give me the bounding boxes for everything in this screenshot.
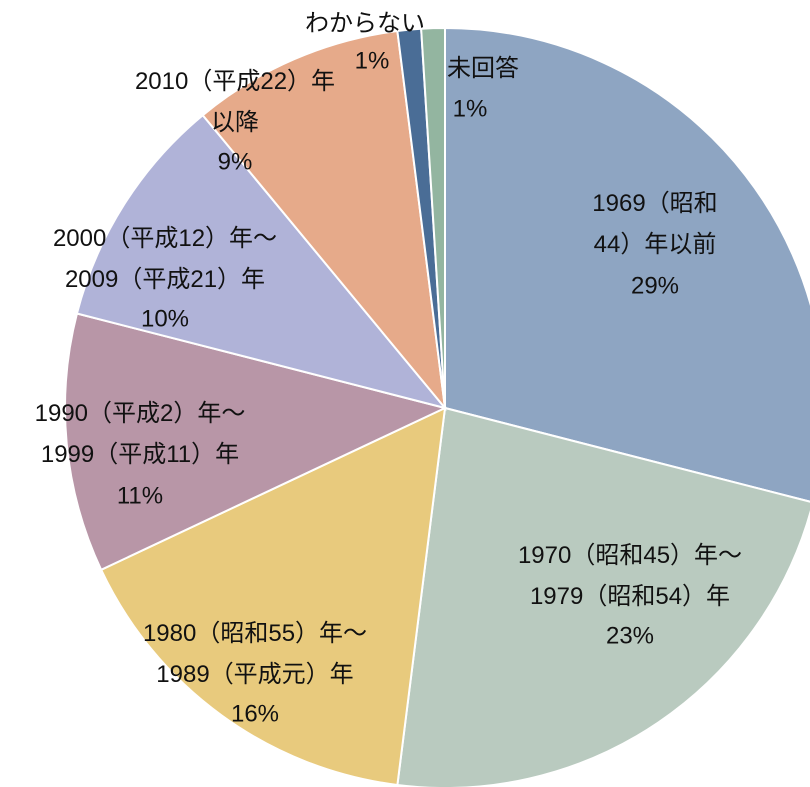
slice-value-label: 1% — [453, 95, 488, 122]
label-line: 1970（昭和45）年～ — [518, 542, 742, 569]
label-line: わからない — [305, 10, 425, 37]
label-line: 1989（平成元）年 — [156, 661, 353, 688]
slice-label: 2010（平成22）年以降 — [135, 68, 335, 136]
pie-slice — [444, 26, 810, 503]
slice-label: 1990（平成2）年～ 1999（平成11）年 — [35, 400, 246, 468]
label-line: 以降 — [211, 109, 259, 136]
pie-slice — [420, 26, 446, 409]
slice-value-label: 1% — [355, 47, 390, 74]
label-line: 1980（昭和55）年～ — [143, 620, 367, 647]
slice-label: 1980（昭和55）年～ 1989（平成元）年 — [143, 620, 367, 688]
slice-label: 未回答 — [447, 55, 519, 82]
label-line: 1990（平成2）年～ — [35, 400, 246, 427]
slice-label: 2000（平成12）年～ 2009（平成21）年 — [53, 225, 277, 293]
slice-value-label: 9% — [218, 148, 253, 175]
pie-slice — [75, 113, 448, 410]
pie-slice — [64, 312, 448, 572]
slice-label: 1969（昭和 44）年以前 — [592, 190, 717, 258]
slice-value-label: 10% — [141, 305, 189, 332]
label-line: 1979（昭和54）年 — [530, 583, 730, 610]
label-line: 1999（平成11）年 — [41, 441, 239, 468]
pie-slice — [396, 406, 810, 787]
pie-slice — [99, 406, 447, 787]
slice-value-label: 11% — [117, 482, 163, 509]
pie-slice — [201, 29, 447, 412]
label-line: 2009（平成21）年 — [65, 266, 265, 293]
label-line: 2010（平成22）年 — [135, 68, 335, 95]
label-line: 未回答 — [447, 55, 519, 82]
label-line: 1969（昭和 — [592, 190, 717, 217]
slice-label: わからない — [305, 10, 425, 37]
label-line: 44）年以前 — [594, 231, 717, 258]
slice-label: 1970（昭和45）年～ 1979（昭和54）年 — [518, 542, 742, 610]
label-line: 2000（平成12）年～ — [53, 225, 277, 252]
slice-value-label: 23% — [606, 622, 654, 649]
slice-value-label: 29% — [631, 272, 679, 299]
slice-value-label: 16% — [231, 700, 279, 727]
